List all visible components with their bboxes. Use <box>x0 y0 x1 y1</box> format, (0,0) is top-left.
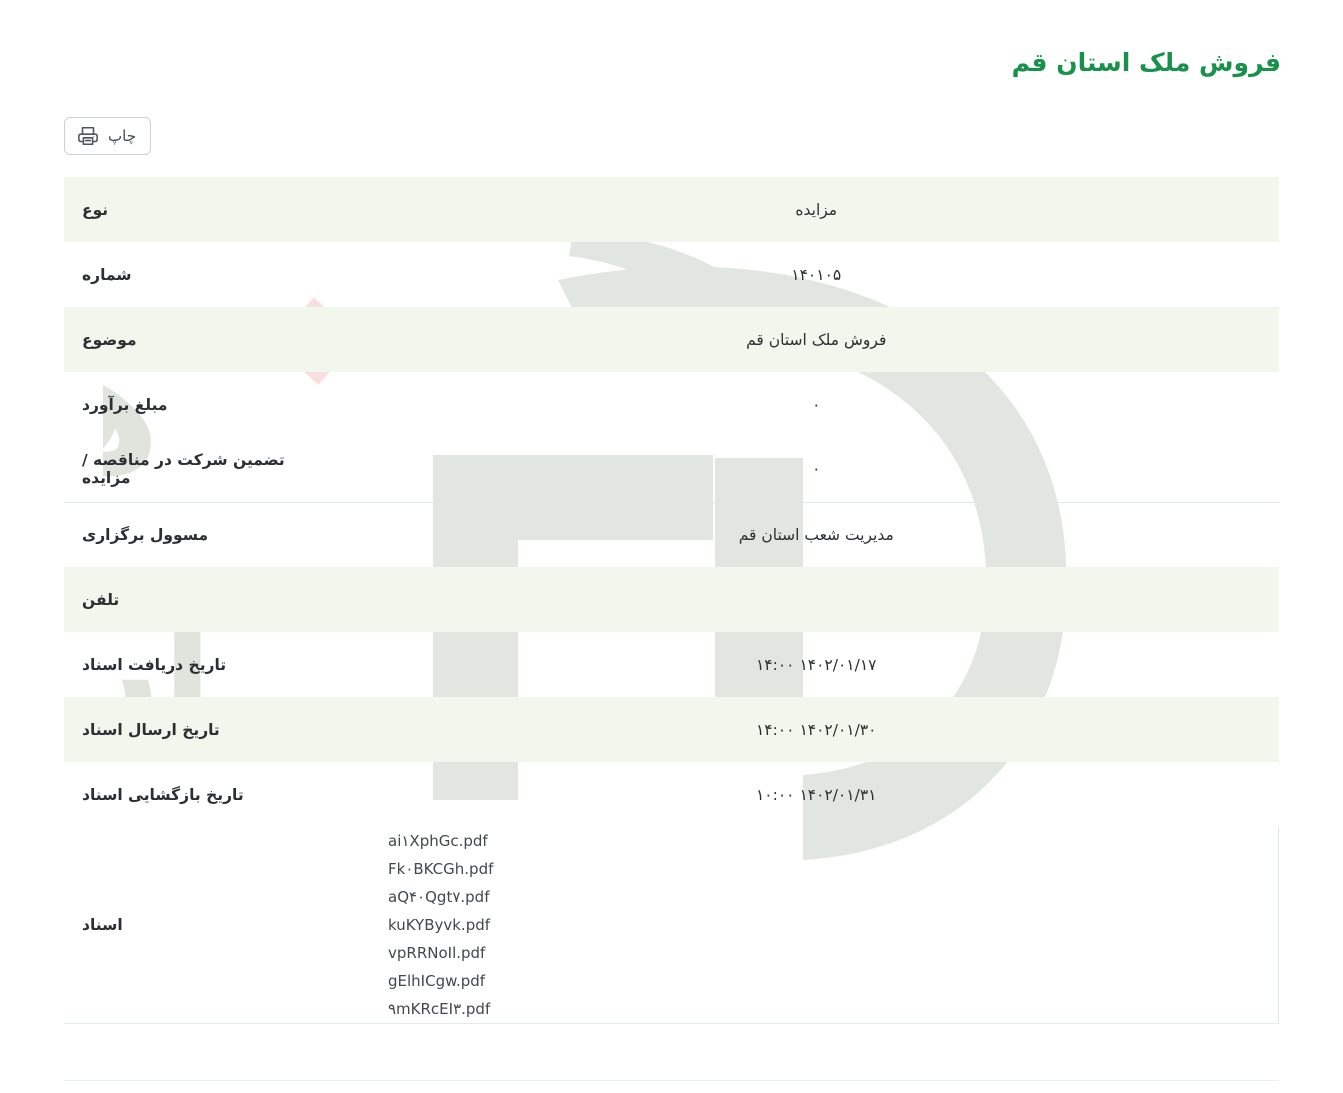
row-label: نوع <box>82 200 109 219</box>
row-label: تلفن <box>82 590 120 609</box>
row-value: ۱۴۰۲/۰۱/۳۰ ۱۴:۰۰ <box>755 720 877 739</box>
row-value <box>354 567 1279 632</box>
table-row: فروش ملک استان قم موضوع <box>64 307 1279 372</box>
row-label: موضوع <box>82 330 137 349</box>
documents-row: ai۱XphGc.pdf Fk۰BKCGh.pdf aQ۴۰Qgt۷.pdf kuKY… <box>64 827 1279 1024</box>
table-row: ۱۴۰۲/۰۱/۳۱ ۱۰:۰۰ تاریخ بازگشایی اسناد <box>64 762 1279 827</box>
document-file-item[interactable]: kuKYByvk.pdf <box>388 916 491 934</box>
table-row: ۱۴۰۲/۰۱/۳۰ ۱۴:۰۰ تاریخ ارسال اسناد <box>64 697 1279 762</box>
row-value: فروش ملک استان قم <box>746 330 887 349</box>
table-row: مزایده نوع <box>64 177 1279 242</box>
bottom-divider <box>64 1080 1279 1081</box>
table-row: تلفن <box>64 567 1279 632</box>
row-value: ۰ <box>812 460 821 479</box>
row-label: مبلغ برآورد <box>82 395 168 414</box>
row-value: ۱۴۰۲/۰۱/۳۱ ۱۰:۰۰ <box>755 785 877 804</box>
row-label: شماره <box>82 265 132 284</box>
document-file-item[interactable]: vpRRNoIl.pdf <box>388 944 486 962</box>
row-label: تاریخ دریافت اسناد <box>82 655 227 674</box>
table-row: ۰ تضمین شرکت در مناقصه / مزایده <box>64 437 1279 502</box>
table-row: ۰ مبلغ برآورد <box>64 372 1279 437</box>
table-row: مدیریت شعب استان قم مسوول برگزاری <box>64 501 1279 567</box>
row-value: ۱۴۰۲/۰۱/۱۷ ۱۴:۰۰ <box>755 655 877 674</box>
document-list: ai۱XphGc.pdf Fk۰BKCGh.pdf aQ۴۰Qgt۷.pdf kuKY… <box>372 827 1260 1023</box>
row-label: مسوول برگزاری <box>64 501 354 567</box>
document-file-item[interactable]: ۹mKRcEI۳.pdf <box>388 1000 491 1018</box>
page-title: فروش ملک استان قم <box>1011 48 1281 77</box>
row-value: ۱۴۰۱۰۵ <box>791 265 842 284</box>
table-row: ۱۴۰۱۰۵ شماره <box>64 242 1279 307</box>
row-value: ۰ <box>812 395 821 414</box>
document-file-item[interactable]: ai۱XphGc.pdf <box>388 832 488 850</box>
document-file-item[interactable]: Fk۰BKCGh.pdf <box>388 860 494 878</box>
print-button-label: چاپ <box>108 127 136 145</box>
documents-cell: ai۱XphGc.pdf Fk۰BKCGh.pdf aQ۴۰Qgt۷.pdf kuKY… <box>354 827 1279 1024</box>
row-label: تاریخ بازگشایی اسناد <box>82 785 244 804</box>
auction-info-table: مزایده نوع ۱۴۰۱۰۵ شماره فروش ملک استان ق… <box>64 177 1279 1024</box>
printer-icon <box>77 125 99 147</box>
row-value: مدیریت شعب استان قم <box>354 501 1279 567</box>
row-label: تاریخ ارسال اسناد <box>82 720 220 739</box>
print-button[interactable]: چاپ <box>64 117 151 155</box>
table-row: ۱۴۰۲/۰۱/۱۷ ۱۴:۰۰ تاریخ دریافت اسناد <box>64 632 1279 697</box>
row-label: تضمین شرکت در مناقصه / مزایده <box>82 451 285 488</box>
document-file-item[interactable]: aQ۴۰Qgt۷.pdf <box>388 888 490 906</box>
auction-info-body: مزایده نوع ۱۴۰۱۰۵ شماره فروش ملک استان ق… <box>64 177 1279 1024</box>
row-value: مزایده <box>795 200 838 219</box>
documents-label: اسناد <box>64 827 354 1024</box>
document-file-item[interactable]: gElhICgw.pdf <box>388 972 486 990</box>
